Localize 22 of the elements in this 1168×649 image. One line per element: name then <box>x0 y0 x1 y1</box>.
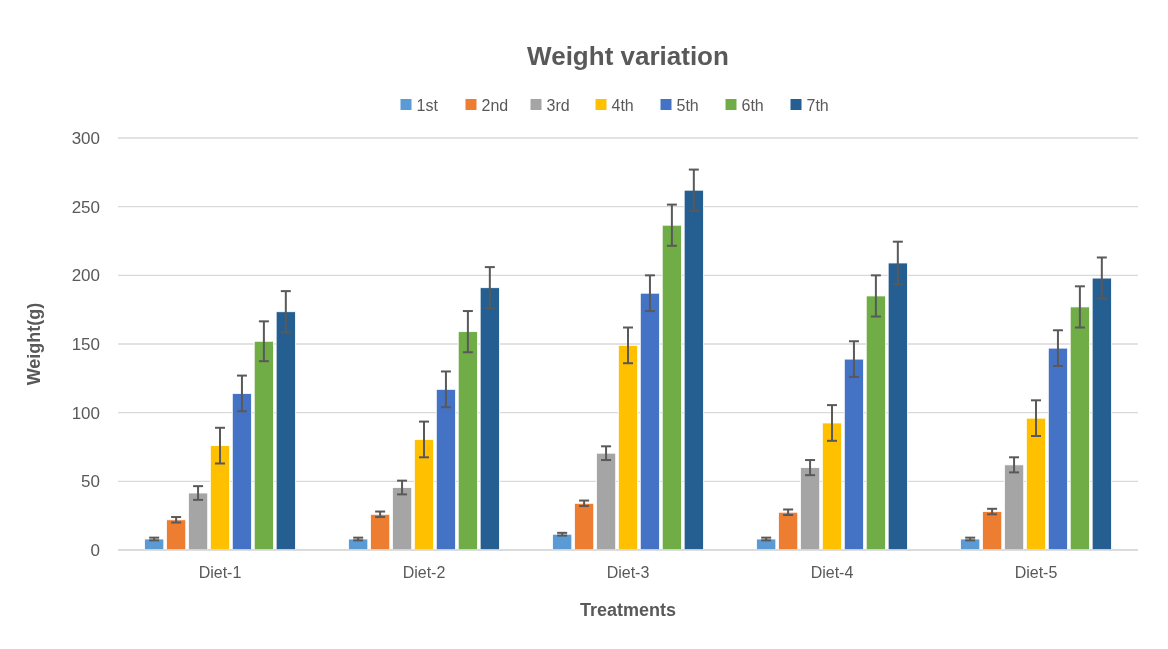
legend-label: 7th <box>806 96 829 114</box>
legend-label: 3rd <box>546 96 570 114</box>
y-tick-label: 150 <box>71 334 100 354</box>
legend-label: 5th <box>676 96 699 114</box>
x-tick-label: Diet-1 <box>198 564 242 581</box>
y-tick-label: 50 <box>81 472 100 492</box>
y-tick-label: 100 <box>71 403 100 423</box>
legend-label: 2nd <box>481 96 509 114</box>
x-axis-title: Treatments <box>579 600 677 620</box>
x-tick-label: Diet-2 <box>402 564 446 581</box>
x-tick-label: Diet-4 <box>810 564 854 581</box>
y-tick-label: 200 <box>71 266 100 286</box>
legend-label: 1st <box>416 96 439 114</box>
legend-label: 4th <box>611 96 634 114</box>
y-axis-title: Weight(g) <box>24 302 44 386</box>
y-tick-label: 0 <box>90 540 100 560</box>
y-tick-label: 300 <box>71 128 100 148</box>
y-tick-label: 250 <box>71 197 100 217</box>
chart-title: Weight variation <box>527 41 729 71</box>
legend-label: 6th <box>741 96 764 114</box>
x-tick-label: Diet-5 <box>1014 564 1058 581</box>
x-tick-label: Diet-3 <box>606 564 650 581</box>
